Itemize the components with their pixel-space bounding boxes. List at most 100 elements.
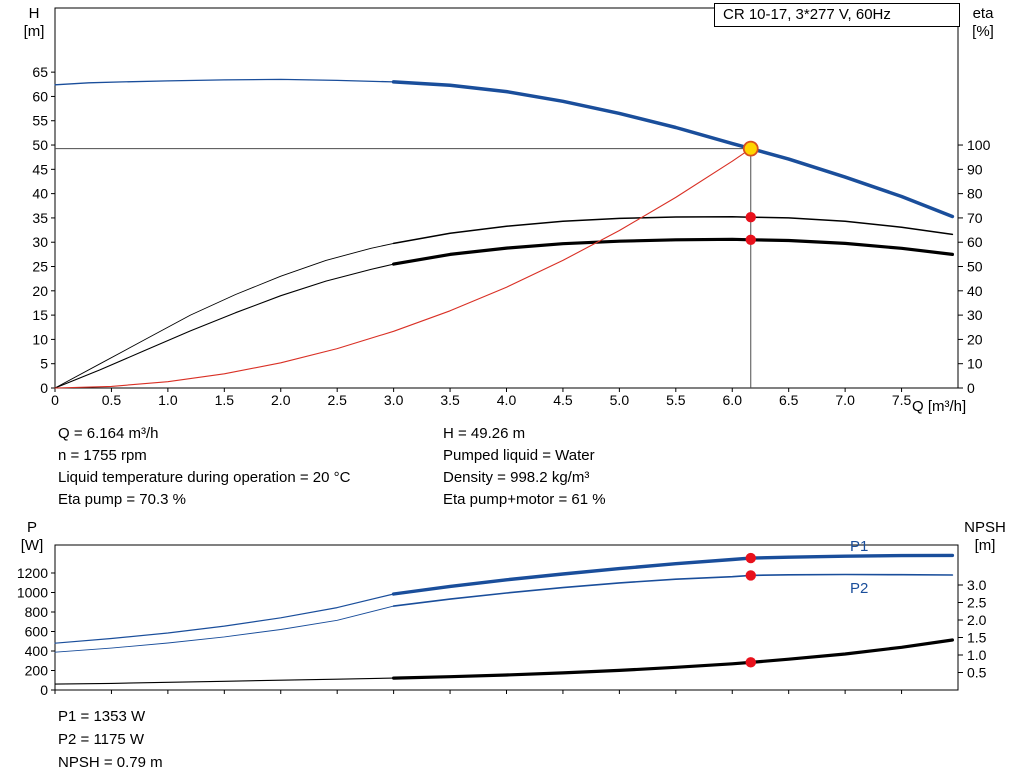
y-right-tick-label: 2.0	[967, 612, 987, 628]
npsh-axis-unit: [m]	[974, 537, 996, 554]
y-left-tick-label: 400	[25, 643, 49, 659]
y-right-tick-label: 50	[967, 259, 983, 275]
y-left-tick-label: 1000	[17, 584, 48, 600]
eta-axis-unit: [%]	[972, 23, 994, 40]
y-left-tick-label: 10	[32, 331, 48, 347]
y-left-tick-label: 45	[32, 161, 48, 177]
npsh-curve	[54, 677, 395, 685]
y-left-tick-label: 600	[25, 623, 49, 639]
power-npsh-results: P1 = 1353 W P2 = 1175 W NPSH = 0.79 m	[58, 705, 163, 774]
duty-head-text: H = 49.26 m	[443, 425, 526, 442]
pump-model-box: CR 10-17, 3*277 V, 60Hz	[714, 3, 960, 27]
result-npsh-text: NPSH = 0.79 m	[58, 754, 163, 771]
p1-curve	[54, 593, 395, 644]
duty-conditions-left: Q = 6.164 m³/h n = 1755 rpm Liquid tempe…	[58, 423, 350, 511]
y-right-tick-label: 3.0	[967, 577, 987, 593]
y-right-tick-label: 100	[967, 137, 991, 153]
h-axis-symbol: H	[28, 5, 40, 22]
y-right-tick-label: 20	[967, 331, 983, 347]
y-left-tick-label: 800	[25, 604, 49, 620]
npsh-axis-symbol: NPSH	[964, 519, 1006, 536]
x-tick-label: 2.0	[271, 392, 291, 408]
x-tick-label: 4.0	[497, 392, 517, 408]
y-left-tick-label: 50	[32, 137, 48, 153]
y-right-tick-label: 40	[967, 283, 983, 299]
h-axis-unit: [m]	[23, 23, 45, 40]
x-tick-label: 0	[51, 392, 59, 408]
y-left-tick-label: 200	[25, 662, 49, 678]
x-tick-label: 7.0	[835, 392, 855, 408]
eta-pump-duty-dot	[745, 211, 756, 223]
eta-pump-motor-curve	[54, 263, 395, 389]
y-right-tick-label: 10	[967, 356, 983, 372]
y-right-tick-label: 70	[967, 210, 983, 226]
x-tick-label: 5.0	[610, 392, 630, 408]
y-left-tick-label: 0	[40, 682, 48, 698]
y-left-tick-label: 35	[32, 210, 48, 226]
q-axis-title: Q [m³/h]	[912, 398, 967, 415]
y-left-tick-label: 15	[32, 307, 48, 323]
p1-curve-label: P1	[850, 538, 869, 555]
p2-curve	[54, 605, 395, 653]
p2-curve-label: P2	[850, 580, 869, 597]
x-tick-label: 5.5	[666, 392, 686, 408]
y-right-tick-label: 80	[967, 186, 983, 202]
head-curve	[54, 78, 395, 86]
duty-eta-pump-text: Eta pump = 70.3 %	[58, 491, 186, 508]
y-left-tick-label: 60	[32, 88, 48, 104]
duty-eta-pump-motor-text: Eta pump+motor = 61 %	[443, 491, 606, 508]
result-p2-text: P2 = 1175 W	[58, 731, 145, 748]
eta-pump-curve	[54, 242, 395, 389]
y-left-tick-label: 30	[32, 234, 48, 250]
x-tick-label: 7.5	[892, 392, 912, 408]
eta-pump-curve	[392, 215, 954, 245]
y-right-tick-label: 1.0	[967, 647, 987, 663]
y-right-tick-label: 30	[967, 307, 983, 323]
power-npsh-chart-frame	[54, 544, 959, 691]
duty-liquid-temp-text: Liquid temperature during operation = 20…	[58, 469, 351, 486]
duty-speed-text: n = 1755 rpm	[58, 447, 147, 464]
p1-duty-dot	[745, 552, 756, 564]
y-left-tick-label: 40	[32, 186, 48, 202]
y-left-tick-label: 5	[40, 356, 48, 372]
x-tick-label: 6.0	[723, 392, 743, 408]
y-right-tick-label: 0	[967, 380, 975, 396]
system-curve	[54, 148, 752, 389]
h-axis-title: H [m]	[16, 5, 52, 41]
y-right-tick-label: 60	[967, 234, 983, 250]
x-tick-label: 6.5	[779, 392, 799, 408]
npsh-axis-title: NPSH [m]	[958, 519, 1012, 555]
eta-pump-motor-curve	[392, 237, 955, 266]
eta-pump-motor-duty-dot	[745, 234, 756, 245]
p2-duty-dot	[745, 570, 756, 581]
p-axis-symbol: P	[26, 519, 37, 536]
x-tick-label: 4.5	[553, 392, 573, 408]
p-axis-unit: [W]	[20, 537, 44, 554]
duty-flow-text: Q = 6.164 m³/h	[58, 425, 159, 442]
y-left-tick-label: 1200	[17, 565, 48, 581]
x-tick-label: 3.0	[384, 392, 404, 408]
x-tick-label: 3.5	[440, 392, 460, 408]
duty-density-text: Density = 998.2 kg/m³	[443, 469, 590, 486]
x-tick-label: 1.5	[215, 392, 235, 408]
head-curve	[391, 80, 955, 219]
eta-axis-title: eta [%]	[964, 5, 1002, 41]
y-right-tick-label: 1.5	[967, 630, 987, 646]
y-right-tick-label: 2.5	[967, 595, 987, 611]
result-p1-text: P1 = 1353 W	[58, 708, 146, 725]
eta-axis-symbol: eta	[972, 5, 994, 22]
pump-model-title: CR 10-17, 3*277 V, 60Hz	[723, 6, 891, 23]
duty-conditions-right: H = 49.26 m Pumped liquid = Water Densit…	[443, 423, 606, 511]
y-left-tick-label: 55	[32, 113, 48, 129]
y-left-tick-label: 65	[32, 64, 48, 80]
p-axis-title: P [W]	[12, 519, 52, 555]
y-left-tick-label: 20	[32, 283, 48, 299]
y-left-tick-label: 0	[40, 380, 48, 396]
p1-curve	[391, 553, 955, 596]
x-tick-label: 0.5	[102, 392, 122, 408]
x-tick-label: 2.5	[327, 392, 347, 408]
y-right-tick-label: 0.5	[967, 665, 987, 681]
x-tick-label: 1.0	[158, 392, 178, 408]
duty-point-marker	[742, 140, 759, 157]
